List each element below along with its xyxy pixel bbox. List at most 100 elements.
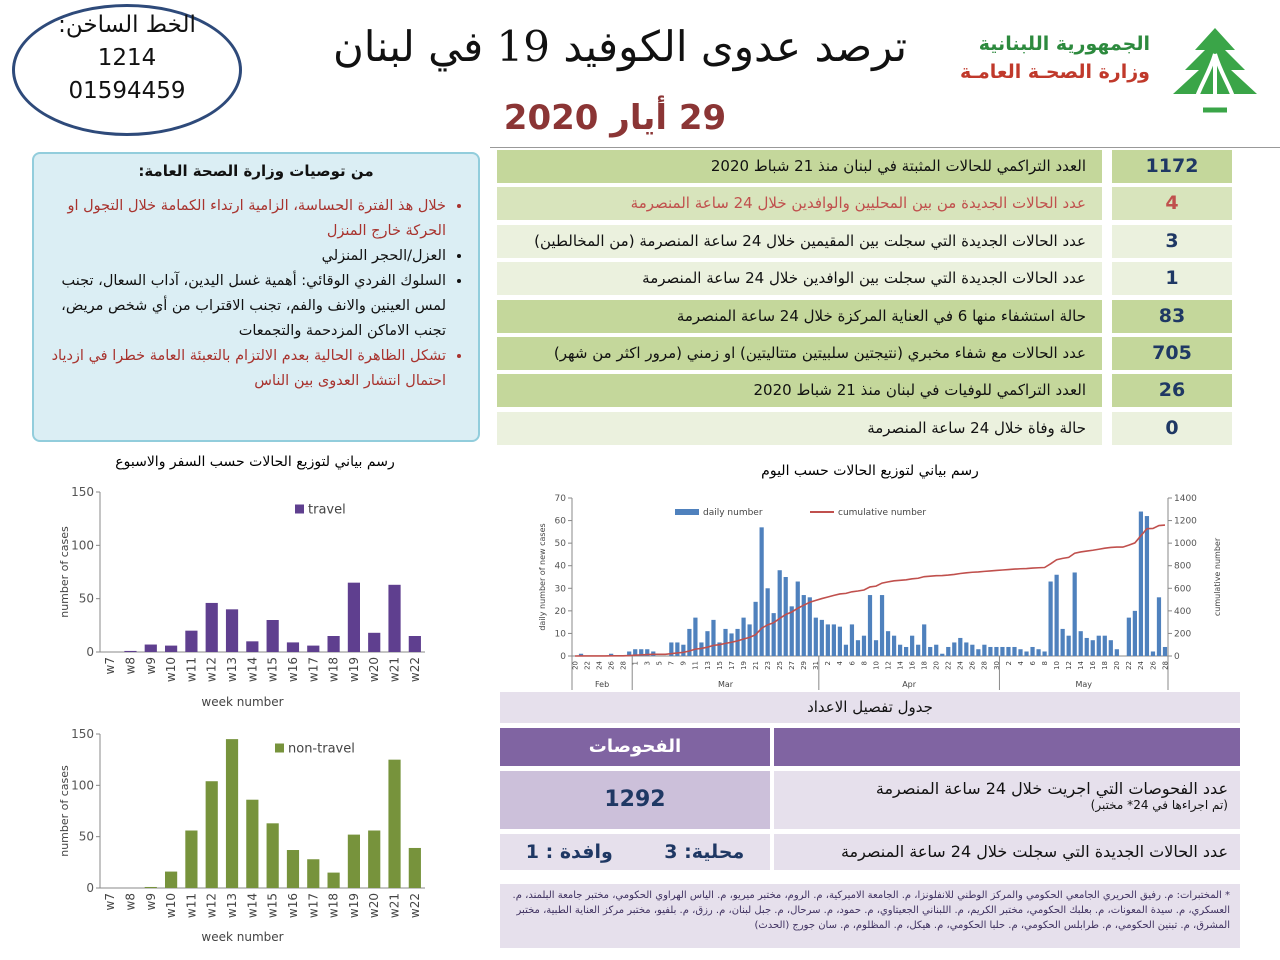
- x-tick-label: 26: [1149, 660, 1157, 669]
- bar: [741, 617, 746, 656]
- bar: [1090, 640, 1095, 656]
- x-tick-label: 17: [728, 661, 736, 670]
- bar: [578, 653, 584, 656]
- x-tick-label: 16: [908, 660, 916, 669]
- bar: [266, 823, 279, 888]
- bar: [988, 646, 993, 656]
- stat-label: عدد الحالات مع شفاء مخبري (نتيجتين سلبيت…: [497, 336, 1102, 370]
- bar: [952, 642, 957, 656]
- bar: [1060, 628, 1065, 656]
- x-tick-label: 18: [1101, 661, 1109, 670]
- republic: الجمهورية اللبنانية: [978, 33, 1150, 55]
- y-tick-label: 20: [555, 607, 567, 617]
- bar: [1078, 631, 1083, 656]
- bar: [831, 624, 836, 656]
- bar: [723, 628, 728, 656]
- hotline-label: الخط الساخن:: [58, 12, 196, 38]
- x-tick-label: w7: [103, 657, 117, 674]
- stat-label: عدد الحالات الجديدة التي سجلت بين المقيم…: [497, 224, 1102, 258]
- bar: [795, 581, 800, 656]
- footnote: * المختبرات: م. رفيق الحريري الجامعي الح…: [500, 884, 1240, 948]
- x-tick-label: w9: [144, 657, 158, 674]
- chart-title: رسم بياني لتوزيع الحالات حسب السفر والاس…: [115, 454, 394, 470]
- bar: [717, 642, 722, 656]
- bar: [388, 759, 401, 888]
- bar: [970, 644, 975, 656]
- stats-row: عدد الحالات الجديدة من بين المحليين والو…: [497, 187, 1232, 221]
- y-tick-label: 50: [79, 592, 94, 606]
- y-tick-label: 150: [71, 727, 94, 741]
- bar: [705, 631, 710, 656]
- bar: [633, 649, 638, 656]
- bar: [681, 644, 686, 656]
- stats-row: حالة استشفاء منها 6 في العناية المركزة خ…: [497, 299, 1232, 333]
- legend-label: travel: [308, 502, 346, 517]
- y-tick-label: 40: [555, 562, 567, 572]
- x-tick-label: 16: [1089, 660, 1097, 669]
- bar: [1048, 581, 1053, 656]
- x-tick-label: 19: [740, 661, 748, 670]
- x-tick-label: 23: [764, 661, 772, 670]
- y-axis-label: number of cases: [58, 765, 71, 857]
- x-tick-label: 2: [1005, 661, 1013, 665]
- x-tick-label: w16: [286, 657, 300, 682]
- tests-cell: عدد الفحوصات التي اجريت خلال 24 ساعة الم…: [774, 771, 1240, 829]
- x-tick-label: w11: [184, 657, 198, 682]
- bar: [843, 644, 849, 656]
- x-tick-label: w15: [266, 893, 280, 918]
- bar: [1024, 651, 1029, 656]
- recommendation: خلال هذ الفترة الحساسة، الزامية ارتداء ا…: [48, 194, 446, 244]
- x-tick-label: 5: [656, 661, 664, 665]
- bar: [976, 649, 981, 656]
- stat-value: 705: [1112, 336, 1232, 370]
- stat-value: 83: [1112, 299, 1232, 333]
- bar: [940, 653, 945, 656]
- recommendation: تشكل الظاهرة الحالية بعدم الالتزام بالتع…: [48, 344, 446, 394]
- stat-label: حالة استشفاء منها 6 في العناية المركزة خ…: [497, 299, 1102, 333]
- y2-tick-label: 600: [1174, 584, 1191, 594]
- bar: [1150, 651, 1156, 656]
- bar: [368, 830, 381, 888]
- x-tick-label: w14: [245, 657, 259, 682]
- y-tick-label: 0: [86, 881, 94, 895]
- travel-chart: رسم بياني لتوزيع الحالات حسب السفر والاس…: [58, 454, 425, 709]
- bar: [347, 582, 360, 652]
- bar: [165, 871, 178, 888]
- bar: [777, 570, 782, 656]
- x-tick-label: w22: [408, 657, 422, 682]
- bar: [246, 799, 259, 888]
- x-tick-label: w18: [327, 893, 341, 918]
- x-group-label: Apr: [902, 680, 917, 689]
- x-tick-label: 6: [848, 660, 856, 665]
- hotline: الخط الساخن: 1214 01594459: [12, 4, 242, 136]
- local-cases: محلية: 3: [664, 841, 745, 863]
- legend-label: non-travel: [288, 741, 355, 756]
- bar: [897, 644, 903, 656]
- x-tick-label: w17: [306, 893, 320, 918]
- x-tick-label: w15: [266, 657, 280, 682]
- bar: [286, 642, 300, 652]
- bar: [825, 624, 830, 656]
- stat-value: 26: [1112, 374, 1232, 408]
- bar: [639, 649, 644, 656]
- x-tick-label: w19: [347, 657, 361, 682]
- legend-swatch: [295, 504, 304, 514]
- x-tick-label: w17: [306, 657, 320, 682]
- bar: [675, 642, 680, 656]
- bar: [225, 609, 239, 652]
- bar: [1030, 646, 1035, 656]
- y-axis-label: daily number of new cases: [538, 523, 547, 630]
- bar: [144, 644, 157, 652]
- bar: [1108, 640, 1113, 656]
- y2-tick-label: 0: [1174, 652, 1180, 662]
- recommendation: العزل/الحجر المنزلي: [48, 244, 446, 269]
- nontravel-chart: 0 50 100 150 w7 w8 w9 w10 w11 w12 w13 w14 w15 w16 w17 w…: [58, 727, 425, 944]
- x-tick-label: w19: [347, 893, 361, 918]
- x-tick-label: w8: [123, 893, 137, 910]
- bar: [1066, 635, 1071, 656]
- bar: [327, 872, 340, 888]
- x-tick-label: 20: [571, 661, 579, 670]
- x-tick-label: w22: [408, 893, 422, 918]
- x-tick-label: 6: [1029, 660, 1037, 665]
- x-tick-label: 7: [668, 661, 676, 665]
